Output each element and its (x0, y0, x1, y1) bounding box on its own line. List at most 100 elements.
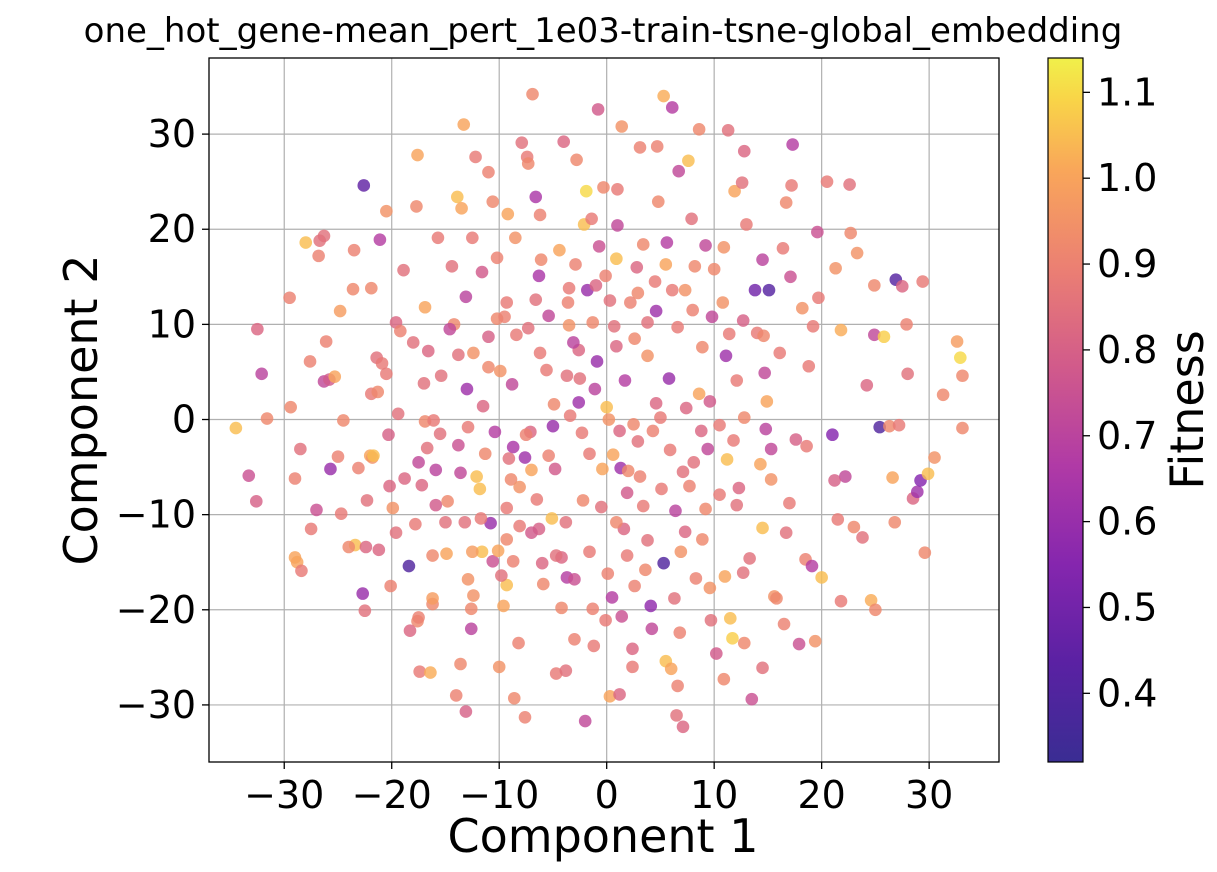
data-point (745, 692, 759, 706)
data-point (518, 710, 532, 724)
x-tick-label: 30 (905, 773, 953, 817)
data-point (683, 479, 696, 493)
data-point (815, 571, 828, 584)
data-point (784, 270, 797, 284)
data-point (249, 495, 263, 508)
data-point (426, 549, 439, 562)
data-point (777, 617, 791, 631)
data-point (834, 594, 848, 608)
data-point (507, 691, 521, 705)
data-point (713, 418, 726, 432)
x-tick-label: 20 (797, 773, 845, 817)
data-point (284, 400, 297, 414)
data-point (294, 442, 307, 456)
data-point (773, 346, 787, 360)
data-point (563, 409, 577, 423)
colorbar-tick-label: 0.9 (1097, 242, 1157, 286)
data-point (357, 179, 371, 192)
data-point (759, 422, 773, 436)
data-point (651, 195, 665, 208)
data-point (411, 148, 424, 162)
y-tick-label: 30 (148, 112, 196, 156)
data-point (676, 465, 690, 479)
data-point (936, 388, 950, 402)
data-point (718, 570, 732, 583)
data-point (628, 332, 641, 345)
data-point (754, 457, 767, 471)
y-tick-label: −30 (116, 683, 196, 727)
data-point (737, 144, 751, 158)
data-point (491, 544, 505, 558)
data-point (789, 433, 803, 446)
data-point (482, 330, 495, 344)
data-point (636, 499, 650, 513)
data-point (603, 294, 617, 307)
x-tick-label: 0 (595, 773, 619, 817)
data-point (441, 495, 454, 508)
data-point (536, 577, 550, 591)
colorbar-tick-label: 0.5 (1097, 585, 1157, 629)
data-point (743, 552, 756, 565)
data-point (559, 664, 573, 677)
data-point (726, 632, 739, 645)
data-point (735, 176, 749, 189)
data-point (806, 319, 820, 333)
data-point (756, 521, 769, 535)
data-point (530, 493, 544, 506)
data-point (429, 498, 443, 512)
data-point (406, 336, 420, 349)
y-tick-label: 20 (148, 207, 196, 251)
data-point (317, 229, 331, 243)
data-point (412, 611, 425, 624)
data-point (303, 355, 317, 368)
data-point (737, 636, 751, 650)
data-point (730, 374, 744, 387)
data-point (785, 179, 798, 192)
data-point (602, 413, 616, 426)
data-point (466, 231, 479, 245)
data-point (892, 418, 906, 432)
data-point (633, 470, 647, 483)
data-point (283, 291, 296, 305)
data-point (659, 258, 673, 271)
data-point (529, 293, 543, 306)
data-point (864, 593, 878, 607)
data-point (692, 387, 706, 401)
data-point (888, 515, 902, 529)
data-point (618, 374, 632, 387)
data-point (421, 344, 435, 358)
data-point (657, 556, 670, 570)
data-point (802, 359, 816, 373)
data-point (380, 367, 393, 381)
data-point (367, 449, 380, 462)
data-point (671, 320, 684, 334)
data-point (461, 573, 475, 586)
y-axis-label: Component 2 (54, 255, 108, 566)
data-point (445, 260, 459, 273)
data-point (575, 426, 589, 440)
data-point (688, 260, 702, 273)
data-point (678, 283, 692, 297)
data-point (433, 427, 447, 441)
data-point (409, 517, 422, 531)
data-point (358, 604, 372, 618)
data-point (916, 275, 929, 288)
data-point (704, 613, 718, 627)
data-point (299, 236, 313, 249)
data-point (347, 243, 361, 257)
data-point (562, 281, 576, 295)
x-tick-label: −10 (459, 773, 539, 817)
x-axis-ticks: −30 −20 −10 0 10 20 30 (244, 762, 953, 817)
data-point (486, 554, 500, 568)
data-point (812, 291, 825, 305)
data-point (599, 613, 612, 627)
data-point (352, 461, 365, 475)
data-point (713, 488, 726, 501)
data-point (402, 559, 416, 573)
data-point (500, 533, 514, 546)
data-point (723, 612, 737, 625)
data-point (764, 473, 778, 486)
data-point (760, 395, 774, 408)
data-point (474, 512, 488, 525)
data-point (389, 526, 403, 540)
